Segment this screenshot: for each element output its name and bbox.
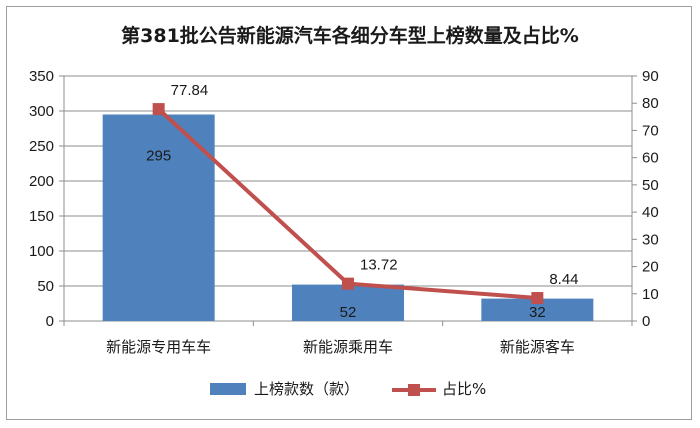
left-tick-label: 200 — [29, 173, 54, 190]
bar-value-label: 52 — [340, 304, 357, 321]
right-tick-label: 0 — [642, 313, 650, 330]
left-tick-label: 300 — [29, 103, 54, 120]
axes: 0 50 100 150 200 250 300 350 0 10 20 30 40 50 60 70 80 90… — [29, 68, 659, 356]
line-series — [152, 103, 544, 305]
right-tick-label: 10 — [642, 286, 659, 303]
line-value-label: 13.72 — [360, 257, 398, 274]
series-line — [157, 107, 538, 301]
legend-bar-label: 上榜款数（款） — [254, 380, 359, 398]
right-tick-label: 70 — [642, 122, 659, 139]
x-category-label: 新能源乘用车 — [303, 338, 393, 356]
left-tick-label: 250 — [29, 138, 54, 155]
left-tick-label: 0 — [46, 313, 54, 330]
legend-line-label: 占比% — [442, 380, 486, 398]
bar — [481, 298, 594, 321]
right-tick-label: 20 — [642, 259, 659, 276]
right-tick-label: 60 — [642, 150, 659, 167]
legend-line-marker — [408, 384, 420, 396]
right-tick-label: 80 — [642, 95, 659, 112]
right-tick-label: 50 — [642, 177, 659, 194]
legend: 上榜款数（款） 占比% — [210, 380, 486, 398]
line-value-label: 8.44 — [549, 271, 578, 288]
bar — [102, 114, 215, 321]
line-marker — [152, 103, 165, 116]
left-tick-label: 50 — [37, 278, 54, 295]
left-tick-label: 100 — [29, 243, 54, 260]
left-tick-label: 350 — [29, 68, 54, 85]
x-category-label: 新能源客车 — [500, 338, 575, 356]
data-labels: 295 52 32 77.84 13.72 8.44 — [146, 82, 578, 321]
bar-value-label: 295 — [146, 148, 171, 165]
bar-series — [102, 114, 594, 321]
bar — [292, 284, 404, 321]
chart-title: 第381批公告新能源汽车各细分车型上榜数量及占比% — [121, 24, 579, 47]
left-tick-label: 150 — [29, 208, 54, 225]
x-category-label: 新能源专用车车 — [106, 338, 211, 356]
line-marker — [531, 292, 544, 305]
legend-bar-swatch — [210, 383, 246, 395]
right-tick-label: 30 — [642, 231, 659, 248]
right-tick-label: 40 — [642, 204, 659, 221]
line-marker — [342, 277, 354, 290]
bar-value-label: 32 — [529, 304, 546, 321]
line-value-label: 77.84 — [171, 82, 209, 99]
right-tick-label: 90 — [642, 68, 659, 85]
